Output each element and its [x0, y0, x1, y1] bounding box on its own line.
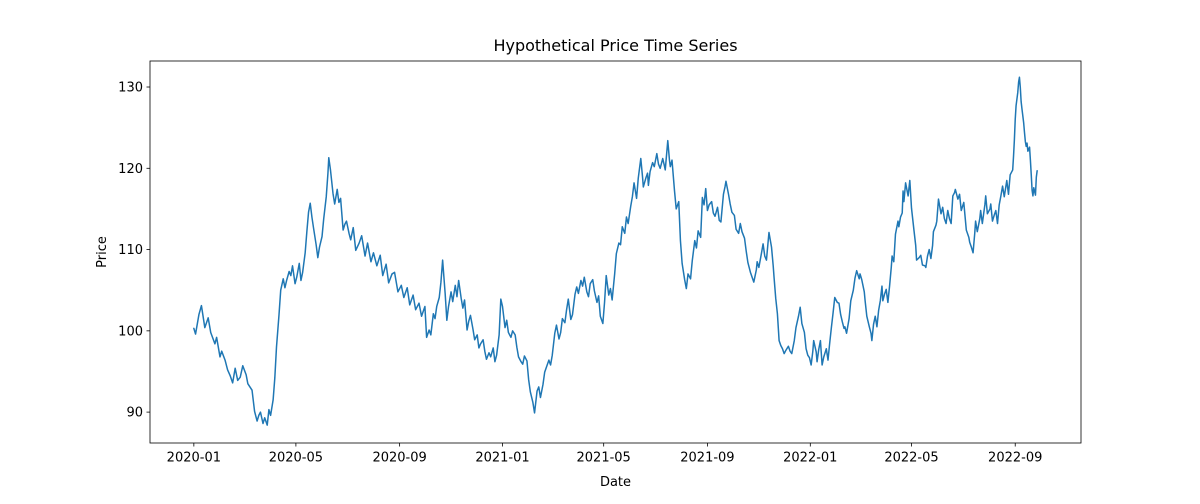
- x-tick-label: 2022-01: [783, 451, 837, 466]
- y-tick-label: 110: [118, 243, 143, 258]
- x-tick-label: 2020-05: [269, 451, 323, 466]
- x-tick-label: 2020-09: [372, 451, 426, 466]
- chart-title: Hypothetical Price Time Series: [493, 36, 737, 55]
- x-tick-label: 2021-09: [680, 451, 734, 466]
- x-tick-label: 2021-01: [475, 451, 529, 466]
- x-tick-label: 2022-09: [988, 451, 1042, 466]
- y-tick-label: 130: [118, 81, 143, 96]
- y-tick-label: 100: [118, 324, 143, 339]
- y-tick-label: 90: [126, 406, 143, 421]
- y-tick-label: 120: [118, 162, 143, 177]
- y-axis-label: Price: [95, 236, 110, 268]
- x-tick-label: 2021-05: [577, 451, 631, 466]
- x-axis-label: Date: [600, 475, 631, 490]
- plot-area: 2020-01 2020-05 2020-09 2021-01 2021-05 2021-…: [118, 60, 1082, 466]
- price-line: [193, 76, 1038, 426]
- x-tick-label: 2022-05: [884, 451, 938, 466]
- plot-border: [149, 60, 1082, 444]
- x-tick-label: 2020-01: [167, 451, 221, 466]
